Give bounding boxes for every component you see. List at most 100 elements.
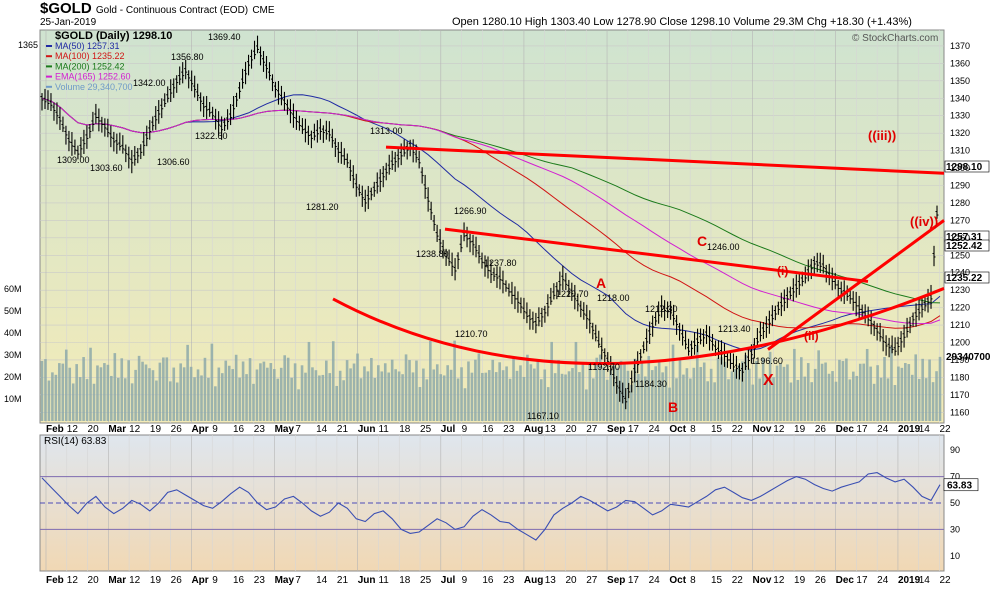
volume-bar — [68, 367, 72, 421]
date-tick-label-bottom: 14 — [919, 575, 931, 586]
volume-bar — [383, 363, 387, 421]
volume-bar — [127, 360, 130, 421]
volume-bar — [668, 387, 671, 421]
volume-bar — [64, 349, 68, 421]
date-tick-label-bottom: 12 — [129, 575, 141, 586]
date-tick-label: 26 — [815, 424, 827, 435]
volume-bar — [54, 374, 58, 421]
volume-bar — [883, 357, 886, 421]
price-tick-label: 1300 — [950, 163, 970, 173]
volume-bar — [345, 360, 349, 421]
date-tick-label: 22 — [940, 424, 952, 435]
price-annotation: 1342.00 — [133, 78, 166, 88]
volume-bar — [588, 364, 592, 421]
volume-bar — [685, 368, 689, 421]
price-tick-label: 1370 — [950, 41, 970, 51]
date-tick-label-bottom: 18 — [399, 575, 411, 586]
volume-bar — [560, 373, 564, 421]
price-annotation: 1369.40 — [208, 32, 241, 42]
volume-bar — [848, 379, 852, 421]
volume-bar — [165, 357, 169, 421]
date-tick-label-bottom: Mar — [108, 575, 126, 586]
date-tick-label-bottom: 7 — [295, 575, 301, 586]
date-tick-label-bottom: Nov — [752, 575, 771, 586]
volume-bar — [553, 373, 557, 421]
date-tick-label: 18 — [399, 424, 411, 435]
volume-bar — [477, 353, 481, 421]
date-tick-label-bottom: 9 — [212, 575, 218, 586]
volume-bar — [474, 359, 477, 421]
volume-bar — [772, 377, 775, 421]
volume-bar — [75, 364, 78, 421]
price-annotation: 1246.00 — [707, 242, 740, 252]
volume-bar — [789, 382, 793, 421]
volume-bar — [675, 378, 678, 421]
volume-bar — [519, 365, 522, 421]
price-annotation: 1298.10 — [946, 162, 983, 173]
price-bars — [40, 35, 939, 410]
date-tick-label-bottom: Sep — [607, 575, 625, 586]
price-annotation: 1313.00 — [370, 126, 403, 136]
wave-label: ((iii)) — [868, 128, 896, 143]
volume-bar — [765, 376, 768, 421]
volume-bar — [193, 377, 196, 421]
date-tick-label: 24 — [877, 424, 889, 435]
rsi-tick-label: 10 — [950, 551, 960, 561]
date-tick-label-bottom: Aug — [524, 575, 543, 586]
volume-bar — [231, 369, 234, 421]
volume-bar — [709, 368, 713, 421]
price-marker — [944, 160, 990, 173]
legend-label: MA(200) 1252.42 — [55, 61, 125, 71]
rsi-value-label: 63.83 — [947, 481, 972, 492]
date-tick-label-bottom: 25 — [420, 575, 432, 586]
volume-bar — [130, 383, 134, 421]
volume-bar — [605, 379, 609, 421]
volume-bar — [123, 378, 127, 421]
rsi-label: RSI(14) 63.83 — [44, 436, 107, 447]
date-tick-label: Nov — [752, 424, 771, 435]
volume-bar — [803, 376, 807, 421]
price-tick-label: 1210 — [950, 320, 970, 330]
volume-bar — [917, 378, 921, 421]
date-tick-label: 13 — [545, 424, 557, 435]
price-annotation: 1238.80 — [416, 249, 449, 259]
watermark: © StockCharts.com — [852, 33, 939, 44]
volume-bar — [869, 366, 872, 421]
date-tick-label-bottom: 19 — [150, 575, 162, 586]
volume-bar — [539, 379, 543, 421]
volume-bar — [439, 374, 443, 421]
volume-bar — [758, 378, 762, 421]
volume-bar — [921, 358, 924, 421]
price-annotation: 1212.30 — [645, 304, 678, 314]
price-annotation: 1220.70 — [556, 289, 589, 299]
date-tick-label: 15 — [711, 424, 723, 435]
volume-bar — [699, 367, 703, 421]
volume-bar — [647, 356, 651, 421]
price-annotation: 1167.10 — [527, 411, 559, 421]
volume-bar — [533, 368, 536, 421]
volume-bar — [928, 359, 931, 421]
upper-trendline — [385, 145, 945, 175]
volume-bar — [862, 363, 866, 421]
volume-tick-label: 40M — [4, 328, 22, 338]
date-tick-label-bottom: 16 — [233, 575, 245, 586]
volume-bar — [654, 366, 657, 421]
date-tick-label-bottom: Feb — [46, 575, 64, 586]
volume-bar — [630, 384, 633, 421]
price-tick-label: 1200 — [950, 338, 970, 348]
volume-bar — [99, 367, 103, 421]
date-tick-label: Apr — [191, 424, 208, 435]
rising-trendline — [767, 219, 945, 351]
volume-bar — [162, 357, 165, 421]
price-annotation: 1252.42 — [946, 241, 983, 252]
volume-bar — [678, 357, 682, 421]
volume-bar — [643, 376, 647, 421]
price-tick-label: 1260 — [950, 233, 970, 243]
volume-bar — [467, 361, 470, 421]
volume-bar — [637, 373, 640, 421]
date-tick-label: Oct — [669, 424, 686, 435]
contract-name: Gold - Continuous Contract (EOD) — [95, 5, 249, 16]
volume-bar — [938, 356, 942, 421]
volume-bar — [422, 368, 425, 421]
date-tick-label: 21 — [337, 424, 349, 435]
